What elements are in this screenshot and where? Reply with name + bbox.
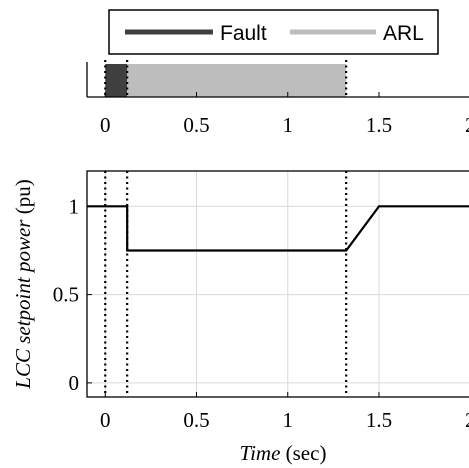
main-y-tick-label: 1: [69, 194, 80, 218]
main-y-tick-label: 0.5: [53, 283, 79, 307]
main-x-ticks: 0 0.5 1 1.5 2: [100, 392, 469, 432]
main-x-tick-label: 2: [465, 408, 469, 432]
main-x-tick-label: 1: [283, 408, 294, 432]
timeline-bands: [105, 64, 347, 97]
timeline-band-arl: [127, 64, 347, 97]
timeline-x-tick-label: 2: [465, 113, 469, 137]
setpoint-power-line: [87, 205, 469, 252]
timeline-x-tick-label: 1: [283, 113, 294, 137]
grid-lines: [87, 171, 469, 397]
timeline-x-tick-label: 0.5: [183, 113, 209, 137]
plot-frame: [86, 170, 469, 398]
main-x-tick-label: 1.5: [366, 408, 392, 432]
main-event-lines: [104, 171, 348, 397]
legend-label-fault: Fault: [220, 22, 267, 45]
legend-label-arl: ARL: [383, 22, 424, 45]
main-x-tick-label: 0: [100, 408, 111, 432]
timeline-x-ticks: 0 0.5 1 1.5 2: [100, 92, 469, 137]
x-axis-label: Time (sec): [240, 441, 327, 465]
main-y-ticks: 00.51: [53, 194, 92, 395]
timeline-event-lines: [104, 60, 348, 97]
main-y-tick-label: 0: [69, 371, 80, 395]
y-axis-label: LCC setpoint power (pu): [11, 179, 35, 389]
main-x-tick-label: 0.5: [183, 408, 209, 432]
timeline-x-tick-label: 0: [100, 113, 111, 137]
timeline-panel: 0 0.5 1 1.5 2: [86, 60, 469, 137]
timeline-x-tick-label: 1.5: [366, 113, 392, 137]
timeline-band-fault: [105, 64, 128, 97]
main-plot: 00.511.52 00.51 Time (sec) LCC setpoint …: [11, 170, 469, 465]
legend: Fault ARL: [108, 9, 439, 55]
